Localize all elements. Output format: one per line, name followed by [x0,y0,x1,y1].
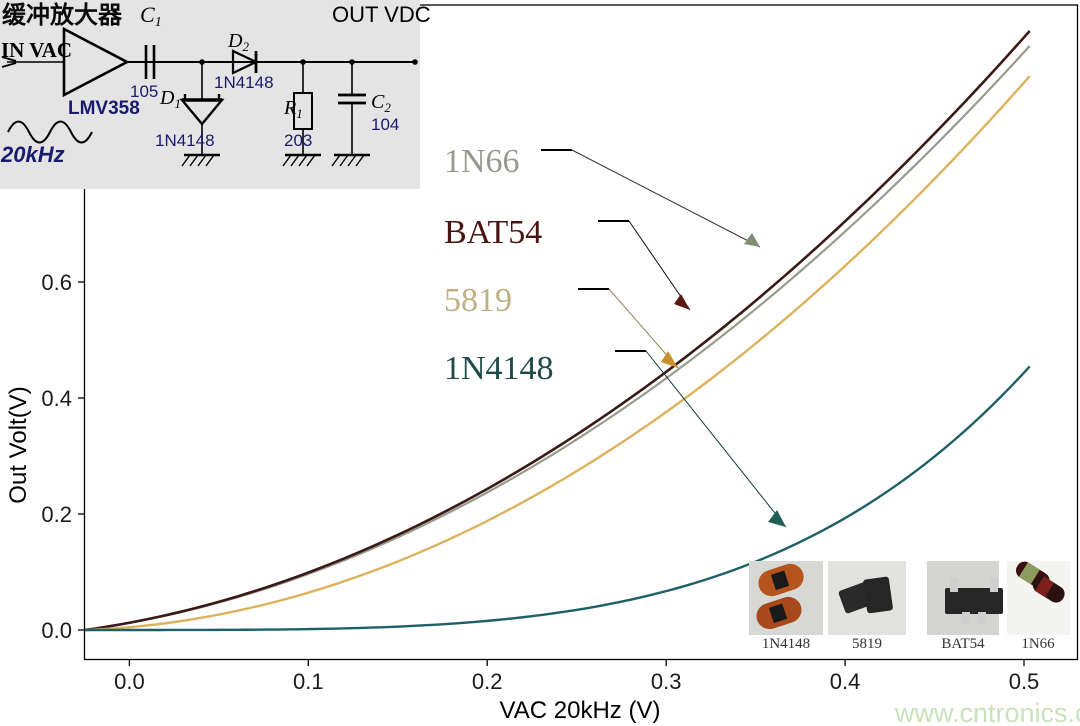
svg-text:0.1: 0.1 [293,669,324,694]
svg-text:203: 203 [284,131,312,150]
svg-text:5819: 5819 [444,282,512,319]
svg-text:www.cntronics.com: www.cntronics.com [894,698,1080,726]
svg-text:1N4148: 1N4148 [762,636,810,652]
svg-text:0.4: 0.4 [830,669,861,694]
svg-text:0.2: 0.2 [472,669,503,694]
svg-text:0.0: 0.0 [41,618,72,643]
svg-text:0.2: 0.2 [41,502,72,527]
svg-text:5819: 5819 [852,636,882,652]
svg-text:1N4148: 1N4148 [155,131,215,150]
svg-text:VAC 20kHz (V): VAC 20kHz (V) [500,697,661,724]
svg-text:0.3: 0.3 [651,669,682,694]
svg-text:0.4: 0.4 [41,386,72,411]
svg-text:0.6: 0.6 [41,270,72,295]
svg-text:1N4148: 1N4148 [444,350,554,387]
svg-text:1N4148: 1N4148 [214,73,274,92]
svg-text:OUT VDC: OUT VDC [332,2,431,27]
svg-text:缓冲放大器: 缓冲放大器 [2,1,123,29]
svg-text:0.0: 0.0 [114,669,145,694]
svg-text:1N66: 1N66 [444,143,520,180]
svg-text:BAT54: BAT54 [444,214,542,251]
svg-text:105: 105 [130,82,158,101]
svg-text:LMV358: LMV358 [68,98,140,119]
svg-text:1N66: 1N66 [1021,636,1055,652]
svg-text:0.5: 0.5 [1009,669,1040,694]
svg-text:BAT54: BAT54 [941,636,985,652]
svg-text:104: 104 [371,115,399,134]
svg-text:Out Volt(V): Out Volt(V) [5,386,32,503]
svg-text:20kHz: 20kHz [0,142,65,167]
svg-text:IN VAC: IN VAC [1,38,72,62]
